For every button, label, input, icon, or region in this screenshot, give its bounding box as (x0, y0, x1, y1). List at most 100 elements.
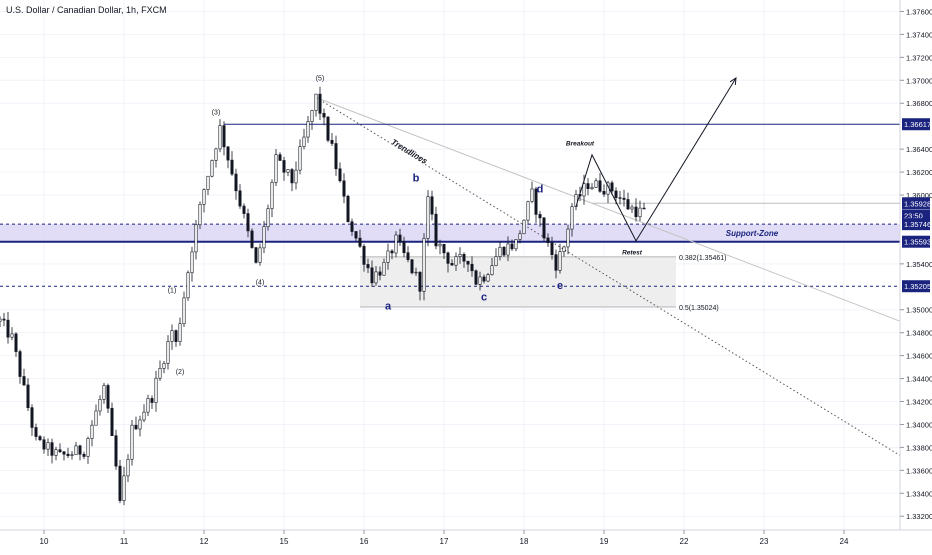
candle-body (26, 384, 30, 408)
candle-body (262, 226, 266, 249)
candle-body (246, 213, 250, 232)
candle-body (302, 136, 306, 147)
price-tag-label: 1.35928 (904, 199, 931, 208)
candle-body (66, 453, 70, 456)
candle-body (398, 234, 402, 242)
y-tick-label: 1.34000 (906, 420, 932, 429)
candle-body (634, 206, 638, 218)
candle-body (638, 207, 642, 218)
candle-body (622, 197, 626, 200)
candle-body (458, 254, 462, 257)
candle-body (354, 231, 358, 239)
candle-body (450, 263, 454, 266)
y-tick-label: 1.33800 (906, 443, 932, 452)
candle-body (18, 351, 22, 377)
candle-body (314, 93, 318, 111)
candle-body (38, 436, 42, 441)
candle-body (294, 169, 298, 184)
candle-body (490, 265, 494, 275)
candle-body (150, 398, 154, 403)
candle-body (70, 454, 74, 456)
candle-body (474, 270, 478, 285)
candle-body (78, 445, 82, 455)
y-tick-label: 1.33400 (906, 489, 932, 498)
candle-body (318, 93, 322, 114)
annotation-label: (1) (168, 288, 177, 295)
candle-body (62, 451, 66, 455)
candle-body (502, 246, 506, 256)
x-tick-label: 11 (120, 537, 129, 546)
candle-body (366, 264, 370, 269)
candle-body (570, 206, 574, 230)
candle-body (574, 194, 578, 208)
y-tick-label: 1.36200 (906, 168, 932, 177)
candle-body (394, 234, 398, 254)
candle-body (298, 146, 302, 171)
candle-body (382, 262, 386, 276)
candle-body (438, 244, 442, 247)
candle-body (226, 146, 230, 161)
candle-body (198, 203, 202, 226)
candle-body (466, 260, 470, 265)
x-tick-label: 18 (520, 537, 529, 546)
x-tick-label: 16 (360, 537, 369, 546)
candle-body (410, 259, 414, 274)
support-zone-band (0, 224, 900, 242)
y-tick-label: 1.35000 (906, 306, 932, 315)
candle-body (22, 376, 26, 386)
candle-body (238, 190, 242, 207)
candle-body (58, 449, 62, 453)
trendline-solid-light (315, 97, 901, 322)
candle-body (154, 377, 158, 403)
candle-body (598, 180, 602, 192)
y-tick-label: 1.35400 (906, 260, 932, 269)
candle-body (182, 297, 186, 325)
candle-body (494, 256, 498, 266)
candle-body (506, 243, 510, 256)
candle-body (386, 250, 390, 263)
y-tick-label: 1.34600 (906, 352, 932, 361)
candle-body (322, 113, 326, 118)
candle-body (278, 154, 282, 161)
candle-body (74, 445, 78, 456)
annotation-label: d (537, 184, 544, 196)
annotation-label: (2) (176, 369, 185, 376)
candle-body (334, 143, 338, 170)
candle-body (462, 254, 466, 262)
candle-body (330, 140, 334, 144)
candle-body (582, 183, 586, 197)
candle-body (10, 333, 14, 338)
candle-body (374, 271, 378, 284)
candle-body (30, 407, 34, 428)
candle-body (310, 110, 314, 122)
price-tag-label: 1.36617 (904, 120, 931, 129)
candle-body (86, 438, 90, 457)
zones-layer: 0.382(1.35461) 0.5(1.35024) (0, 224, 900, 312)
candle-body (234, 173, 238, 192)
candle-body (418, 271, 422, 292)
candle-body (34, 427, 38, 437)
candle-body (338, 168, 342, 182)
candle-body (94, 410, 98, 426)
candle-body (326, 116, 330, 141)
candle-body (282, 160, 286, 173)
candle-body (498, 246, 502, 257)
annotation-label: e (557, 280, 563, 292)
price-tag-label: 1.35746 (904, 220, 931, 229)
price-tag (902, 197, 930, 210)
candle-body (166, 341, 170, 364)
x-tick-label: 22 (680, 537, 689, 546)
annotation-label: a (385, 301, 392, 313)
candle-body (122, 475, 126, 501)
candle-body (266, 208, 270, 228)
candle-body (202, 189, 206, 205)
candle-body (170, 330, 174, 342)
candle-body (370, 267, 374, 284)
support-zone-label: Support-Zone (726, 229, 779, 238)
candle-body (510, 243, 514, 250)
candle-body (602, 191, 606, 195)
candle-body (158, 368, 162, 379)
candle-body (114, 435, 118, 467)
candle-body (242, 205, 246, 214)
